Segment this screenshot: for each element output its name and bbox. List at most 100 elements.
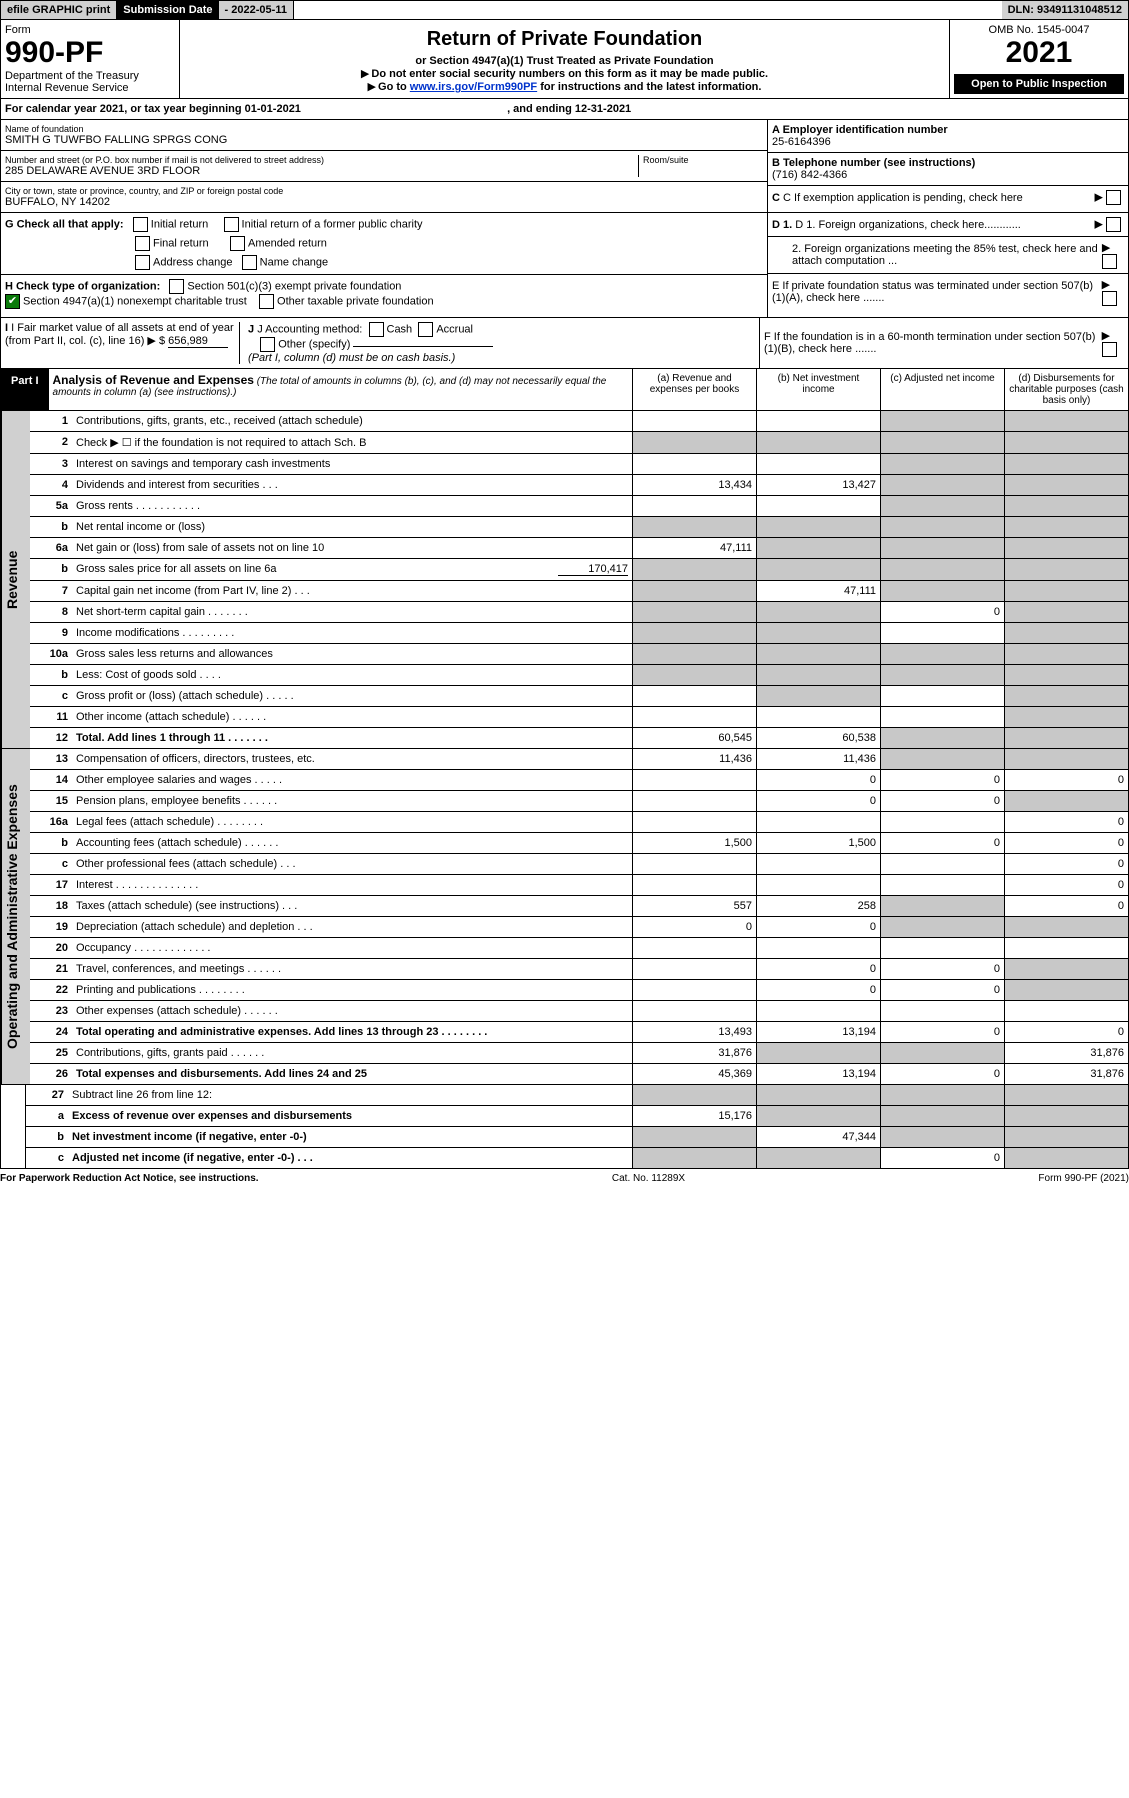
- address-value: 285 DELAWARE AVENUE 3RD FLOOR: [5, 165, 638, 177]
- 501c3-checkbox[interactable]: [169, 279, 184, 294]
- other-taxable-checkbox[interactable]: [259, 294, 274, 309]
- line-26: 26Total expenses and disbursements. Add …: [30, 1064, 1128, 1084]
- line-10a: 10aGross sales less returns and allowanc…: [30, 644, 1128, 665]
- line-15: 15Pension plans, employee benefits . . .…: [30, 791, 1128, 812]
- phone-label: B Telephone number (see instructions): [772, 157, 1124, 169]
- i-value: 656,989: [168, 335, 228, 348]
- expenses-section: Operating and Administrative Expenses 13…: [0, 749, 1129, 1085]
- line-b: bLess: Cost of goods sold . . . .: [30, 665, 1128, 686]
- line-2: 2Check ▶ ☐ if the foundation is not requ…: [30, 432, 1128, 454]
- checks-row: G Check all that apply: Initial return I…: [0, 213, 1129, 318]
- form-title: Return of Private Foundation: [184, 28, 945, 51]
- line-25: 25Contributions, gifts, grants paid . . …: [30, 1043, 1128, 1064]
- final-return-checkbox[interactable]: [135, 236, 150, 251]
- line-8: 8Net short-term capital gain . . . . . .…: [30, 602, 1128, 623]
- line-22: 22Printing and publications . . . . . . …: [30, 980, 1128, 1001]
- line-11: 11Other income (attach schedule) . . . .…: [30, 707, 1128, 728]
- col-a-header: (a) Revenue and expenses per books: [632, 369, 756, 410]
- accrual-checkbox[interactable]: [418, 322, 433, 337]
- part1-title: Analysis of Revenue and Expenses: [53, 373, 254, 387]
- line-6a: 6aNet gain or (loss) from sale of assets…: [30, 538, 1128, 559]
- form-header: Form 990-PF Department of the Treasury I…: [0, 20, 1129, 99]
- line-16a: 16aLegal fees (attach schedule) . . . . …: [30, 812, 1128, 833]
- line-23: 23Other expenses (attach schedule) . . .…: [30, 1001, 1128, 1022]
- j-note: (Part I, column (d) must be on cash basi…: [248, 352, 455, 364]
- exemption-checkbox[interactable]: [1106, 190, 1121, 205]
- col-b-header: (b) Net investment income: [756, 369, 880, 410]
- part1-tag: Part I: [1, 369, 49, 410]
- efile-print-button[interactable]: efile GRAPHIC print: [1, 1, 117, 19]
- line-4: 4Dividends and interest from securities …: [30, 475, 1128, 496]
- tax-year: 2021: [954, 36, 1124, 70]
- expenses-side-tab: Operating and Administrative Expenses: [1, 749, 30, 1084]
- omb-number: OMB No. 1545-0047: [954, 24, 1124, 36]
- subtraction-section: 27Subtract line 26 from line 12:aExcess …: [0, 1085, 1129, 1169]
- top-bar: efile GRAPHIC print Submission Date - 20…: [0, 0, 1129, 20]
- initial-return-checkbox[interactable]: [133, 217, 148, 232]
- d1-checkbox[interactable]: [1106, 217, 1121, 232]
- foundation-name-label: Name of foundation: [5, 124, 763, 134]
- e-label: E If private foundation status was termi…: [772, 280, 1102, 304]
- foundation-name: SMITH G TUWFBO FALLING SPRGS CONG: [5, 134, 763, 146]
- submission-date-label: Submission Date: [117, 1, 218, 19]
- name-change-checkbox[interactable]: [242, 255, 257, 270]
- line-12: 12Total. Add lines 1 through 11 . . . . …: [30, 728, 1128, 748]
- line-c: cOther professional fees (attach schedul…: [30, 854, 1128, 875]
- col-d-header: (d) Disbursements for charitable purpose…: [1004, 369, 1128, 410]
- irs-label: Internal Revenue Service: [5, 82, 175, 94]
- line-27: 27Subtract line 26 from line 12:: [26, 1085, 1128, 1106]
- address-label: Number and street (or P.O. box number if…: [5, 155, 638, 165]
- line-17: 17Interest . . . . . . . . . . . . . .0: [30, 875, 1128, 896]
- line-b: bNet rental income or (loss): [30, 517, 1128, 538]
- 4947a1-checkbox[interactable]: ✔: [5, 294, 20, 309]
- ein-label: A Employer identification number: [772, 124, 1124, 136]
- line-5a: 5aGross rents . . . . . . . . . . .: [30, 496, 1128, 517]
- d2-checkbox[interactable]: [1102, 254, 1117, 269]
- d1-label: D 1. D 1. Foreign organizations, check h…: [772, 219, 1021, 231]
- calendar-year-line: For calendar year 2021, or tax year begi…: [0, 99, 1129, 120]
- line-13: 13Compensation of officers, directors, t…: [30, 749, 1128, 770]
- line-18: 18Taxes (attach schedule) (see instructi…: [30, 896, 1128, 917]
- ijf-row: I I Fair market value of all assets at e…: [0, 318, 1129, 369]
- line-21: 21Travel, conferences, and meetings . . …: [30, 959, 1128, 980]
- line-1: 1Contributions, gifts, grants, etc., rec…: [30, 411, 1128, 432]
- city-value: BUFFALO, NY 14202: [5, 196, 763, 208]
- ein-value: 25-6164396: [772, 136, 1124, 148]
- exemption-pending-label: C C If exemption application is pending,…: [772, 192, 1023, 204]
- line-c: cGross profit or (loss) (attach schedule…: [30, 686, 1128, 707]
- f-checkbox[interactable]: [1102, 342, 1117, 357]
- d2-label: 2. Foreign organizations meeting the 85%…: [772, 243, 1102, 267]
- dept-treasury: Department of the Treasury: [5, 70, 175, 82]
- line-a: aExcess of revenue over expenses and dis…: [26, 1106, 1128, 1127]
- line-20: 20Occupancy . . . . . . . . . . . . .: [30, 938, 1128, 959]
- entity-block: Name of foundation SMITH G TUWFBO FALLIN…: [0, 120, 1129, 213]
- cash-checkbox[interactable]: [369, 322, 384, 337]
- page-footer: For Paperwork Reduction Act Notice, see …: [0, 1169, 1129, 1188]
- address-change-checkbox[interactable]: [135, 255, 150, 270]
- line-7: 7Capital gain net income (from Part IV, …: [30, 581, 1128, 602]
- j-label: J Accounting method:: [257, 323, 362, 335]
- initial-former-checkbox[interactable]: [224, 217, 239, 232]
- form-note-1: Do not enter social security numbers on …: [184, 67, 945, 80]
- line-9: 9Income modifications . . . . . . . . .: [30, 623, 1128, 644]
- line-24: 24Total operating and administrative exp…: [30, 1022, 1128, 1043]
- revenue-section: Revenue 1Contributions, gifts, grants, e…: [0, 411, 1129, 749]
- h-label: H Check type of organization:: [5, 280, 160, 292]
- form-subtitle: or Section 4947(a)(1) Trust Treated as P…: [184, 55, 945, 67]
- irs-link[interactable]: www.irs.gov/Form990PF: [410, 81, 537, 93]
- line-19: 19Depreciation (attach schedule) and dep…: [30, 917, 1128, 938]
- f-label: F If the foundation is in a 60-month ter…: [764, 331, 1102, 355]
- e-checkbox[interactable]: [1102, 291, 1117, 306]
- line-c: cAdjusted net income (if negative, enter…: [26, 1148, 1128, 1168]
- line-3: 3Interest on savings and temporary cash …: [30, 454, 1128, 475]
- city-label: City or town, state or province, country…: [5, 186, 763, 196]
- form-ref: Form 990-PF (2021): [1038, 1173, 1129, 1184]
- amended-return-checkbox[interactable]: [230, 236, 245, 251]
- other-method-checkbox[interactable]: [260, 337, 275, 352]
- catalog-number: Cat. No. 11289X: [259, 1173, 1039, 1184]
- submission-date-value: - 2022-05-11: [219, 1, 294, 19]
- revenue-side-tab: Revenue: [1, 411, 30, 748]
- line-b: bNet investment income (if negative, ent…: [26, 1127, 1128, 1148]
- room-suite-label: Room/suite: [643, 155, 763, 165]
- form-number: 990-PF: [5, 36, 175, 70]
